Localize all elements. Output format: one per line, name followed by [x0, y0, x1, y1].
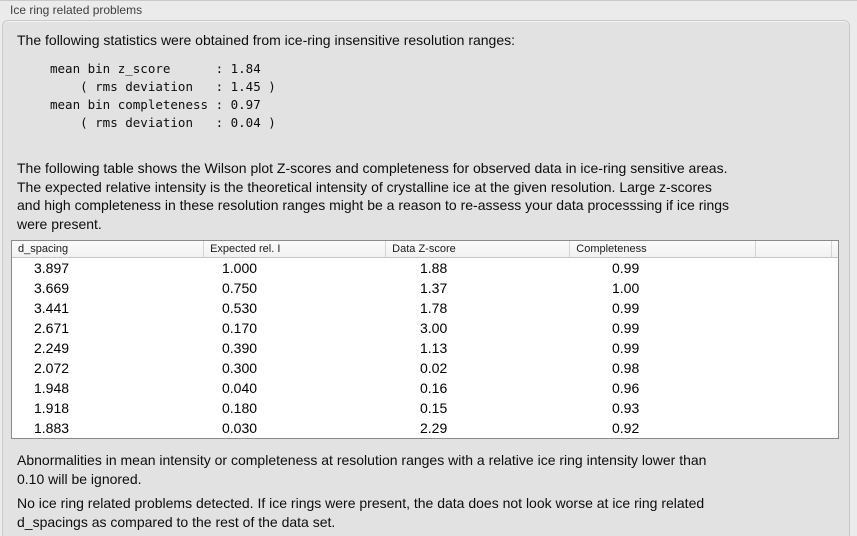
table-row[interactable]: 3.897 1.000 1.88 0.99 [12, 258, 838, 278]
table-row[interactable]: 3.441 0.530 1.78 0.99 [12, 298, 838, 318]
column-header-expected-rel-i[interactable]: Expected rel. I [203, 241, 385, 257]
column-header-completeness[interactable]: Completeness [569, 241, 755, 257]
table-row[interactable]: 3.669 0.750 1.37 1.00 [12, 278, 838, 298]
ice-ring-group-box: The following statistics were obtained f… [2, 20, 850, 536]
column-header-empty [831, 241, 838, 257]
table-cell: 0.180 [222, 400, 258, 416]
ice-ring-stats-block: mean bin z_score : 1.84 ( rms deviation … [50, 61, 276, 130]
table-row[interactable]: 1.918 0.180 0.15 0.93 [12, 398, 838, 418]
table-cell: 1.883 [34, 420, 70, 436]
table-cell: 0.99 [612, 300, 640, 316]
table-cell: 0.040 [222, 380, 258, 396]
table-cell: 0.96 [612, 380, 640, 396]
table-cell: 0.390 [222, 340, 258, 356]
table-body: 3.897 1.000 1.88 0.99 3.669 0.750 1.37 1.00 3.44… [12, 258, 838, 438]
table-cell: 0.98 [612, 360, 640, 376]
table-cell: 0.15 [420, 400, 448, 416]
table-cell: 1.78 [420, 300, 448, 316]
table-row[interactable]: 1.948 0.040 0.16 0.96 [12, 378, 838, 398]
table-row[interactable]: 1.883 0.030 2.29 0.92 [12, 418, 838, 438]
table-cell: 2.249 [34, 340, 70, 356]
table-cell: 3.897 [34, 260, 70, 276]
table-cell: 0.02 [420, 360, 448, 376]
table-cell: 0.170 [222, 320, 258, 336]
table-cell: 2.29 [420, 420, 448, 436]
table-cell: 0.300 [222, 360, 258, 376]
table-cell: 1.88 [420, 260, 448, 276]
table-cell: 0.92 [612, 420, 640, 436]
table-cell: 2.671 [34, 320, 70, 336]
column-header-data-z-score[interactable]: Data Z-score [385, 241, 569, 257]
table-row[interactable]: 2.249 0.390 1.13 0.99 [12, 338, 838, 358]
table-header-row: d_spacing Expected rel. I Data Z-score Comp… [12, 241, 838, 258]
ignore-threshold-note: Abnormalities in mean intensity or compl… [17, 452, 707, 487]
table-cell: 0.16 [420, 380, 448, 396]
table-cell: 2.072 [34, 360, 70, 376]
table-cell: 1.00 [612, 280, 640, 296]
stats-intro-text: The following statistics were obtained f… [17, 32, 516, 48]
column-header-d-spacing[interactable]: d_spacing [18, 243, 69, 255]
table-description-text: The following table shows the Wilson plo… [17, 160, 730, 232]
table-cell: 3.00 [420, 320, 448, 336]
table-cell: 0.99 [612, 320, 640, 336]
table-cell: 1.13 [420, 340, 448, 356]
table-cell: 0.99 [612, 260, 640, 276]
column-header-empty [755, 241, 831, 257]
conclusion-text: No ice ring related problems detected. I… [17, 495, 705, 530]
table-cell: 0.750 [222, 280, 258, 296]
panel-top-divider [0, 0, 857, 1]
table-cell: 1.948 [34, 380, 70, 396]
table-cell: 0.030 [222, 420, 258, 436]
table-cell: 1.37 [420, 280, 448, 296]
group-box-title: Ice ring related problems [10, 3, 143, 17]
table-cell: 1.000 [222, 260, 258, 276]
table-cell: 3.669 [34, 280, 70, 296]
table-cell: 0.530 [222, 300, 258, 316]
table-row[interactable]: 2.671 0.170 3.00 0.99 [12, 318, 838, 338]
ice-ring-table: d_spacing Expected rel. I Data Z-score Comp… [11, 240, 839, 439]
table-cell: 3.441 [34, 300, 70, 316]
table-row[interactable]: 2.072 0.300 0.02 0.98 [12, 358, 838, 378]
table-cell: 0.93 [612, 400, 640, 416]
table-cell: 1.918 [34, 400, 70, 416]
table-cell: 0.99 [612, 340, 640, 356]
